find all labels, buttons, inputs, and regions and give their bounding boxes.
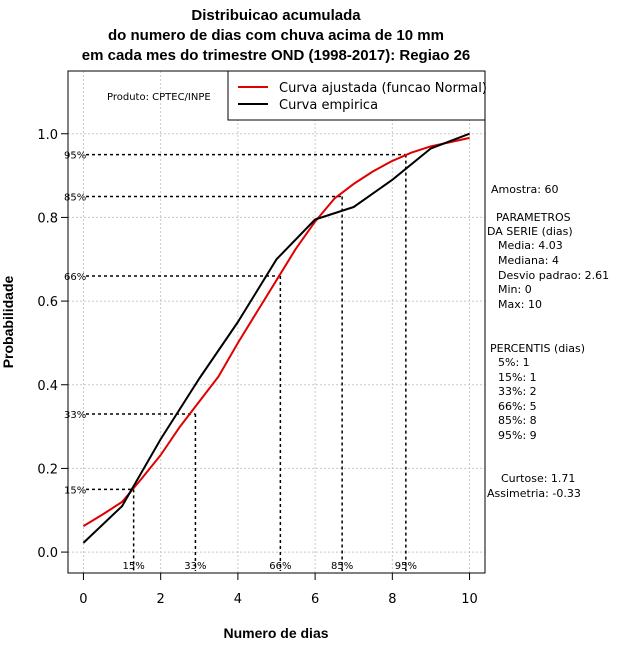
x-tick-label-4: 8 bbox=[388, 592, 396, 607]
x-tick-label-5: 10 bbox=[461, 592, 478, 607]
series-group bbox=[82, 132, 470, 544]
legend-box bbox=[227, 70, 486, 121]
percentile-66: 66%: 5 bbox=[498, 400, 537, 413]
legend: Curva ajustada (funcao Normal) Curva emp… bbox=[227, 70, 487, 121]
y-tick-label-0: 0.0 bbox=[37, 546, 58, 561]
y-axis-title: Probabilidade bbox=[0, 276, 16, 369]
kurtosis-value: Curtose: 1.71 bbox=[501, 472, 575, 485]
percentile-85: 85%: 8 bbox=[498, 414, 537, 427]
y-axis-ticks: 0.0 0.2 0.4 0.6 0.8 1.0 bbox=[37, 128, 68, 561]
y-tick-label-3: 0.6 bbox=[37, 295, 58, 310]
parameters-subtitle: DA SERIE (dias) bbox=[487, 225, 573, 238]
percentiles-title: PERCENTIS (dias) bbox=[490, 342, 585, 355]
parameters-title: PARAMETROS bbox=[496, 211, 571, 224]
guide-label-y-4: 95% bbox=[64, 151, 86, 162]
skewness-value: Assimetria: -0.33 bbox=[487, 487, 581, 500]
std-dev-value: Desvio padrao: 2.61 bbox=[498, 269, 609, 282]
chart-title-line-1: Distribuicao acumulada bbox=[191, 7, 361, 24]
guide-label-y-1: 33% bbox=[64, 410, 86, 421]
y-tick-label-1: 0.2 bbox=[37, 462, 58, 477]
percentile-15: 15%: 1 bbox=[498, 371, 537, 384]
guide-label-y-3: 85% bbox=[64, 193, 86, 204]
series-line-1 bbox=[82, 132, 470, 544]
grid-lines bbox=[68, 71, 485, 573]
guide-label-y-2: 66% bbox=[64, 272, 86, 283]
chart-title-line-2: do numero de dias com chuva acima de 10 … bbox=[108, 27, 444, 44]
y-tick-label-4: 0.8 bbox=[37, 211, 58, 226]
product-label: Produto: CPTEC/INPE bbox=[107, 92, 211, 103]
max-value: Max: 10 bbox=[498, 298, 542, 311]
x-tick-label-0: 0 bbox=[79, 592, 87, 607]
x-axis-ticks: 0 2 4 6 8 10 bbox=[79, 573, 478, 607]
guide-label-x-4: 95% bbox=[395, 561, 417, 572]
guide-label-x-2: 66% bbox=[269, 561, 291, 572]
legend-label-fitted: Curva ajustada (funcao Normal) bbox=[279, 81, 487, 96]
guide-label-y-0: 15% bbox=[64, 485, 86, 496]
guide-label-x-1: 33% bbox=[184, 561, 206, 572]
mean-value: Media: 4.03 bbox=[498, 239, 563, 252]
percentile-5: 5%: 1 bbox=[498, 356, 530, 369]
sample-size: Amostra: 60 bbox=[491, 183, 558, 196]
y-tick-label-2: 0.4 bbox=[37, 379, 58, 394]
x-tick-label-3: 6 bbox=[311, 592, 319, 607]
chart-title-line-3: em cada mes do trimestre OND (1998-2017)… bbox=[82, 47, 471, 64]
median-value: Mediana: 4 bbox=[498, 254, 559, 267]
x-tick-label-1: 2 bbox=[157, 592, 165, 607]
series-line-0 bbox=[82, 136, 470, 527]
percentile-guides: 15% 15% 33% 33% 66% 66% 85% 85% 95% 95% bbox=[64, 151, 417, 572]
statistics-panel: Amostra: 60 PARAMETROS DA SERIE (dias) M… bbox=[487, 183, 609, 500]
legend-label-empirical: Curva empirica bbox=[279, 98, 378, 113]
guide-label-x-3: 85% bbox=[331, 561, 353, 572]
percentile-95: 95%: 9 bbox=[498, 429, 537, 442]
percentile-33: 33%: 2 bbox=[498, 385, 537, 398]
guide-label-x-0: 15% bbox=[123, 561, 145, 572]
x-tick-label-2: 4 bbox=[234, 592, 242, 607]
y-tick-label-5: 1.0 bbox=[37, 128, 58, 143]
min-value: Min: 0 bbox=[498, 283, 532, 296]
x-axis-title: Numero de dias bbox=[223, 625, 328, 641]
plot-frame bbox=[67, 70, 486, 574]
